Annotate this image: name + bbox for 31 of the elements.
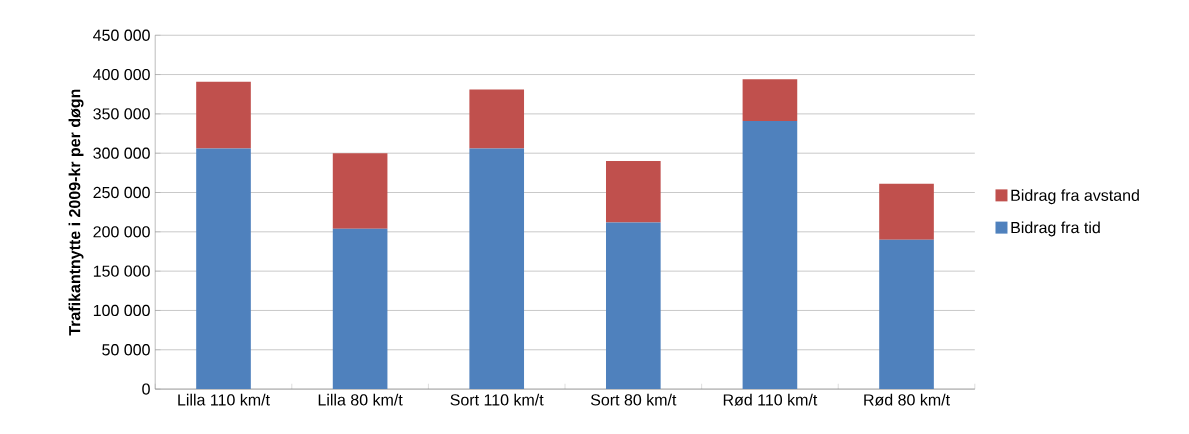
bar: [606, 222, 661, 389]
y-tick-label: 350 000: [93, 108, 150, 120]
y-tick-label: 450 000: [93, 29, 150, 41]
y-tick-label: 300 000: [93, 147, 150, 159]
y-tick-label: 150 000: [93, 265, 150, 277]
y-tick-label: 200 000: [93, 226, 150, 238]
bar: [332, 153, 388, 229]
bar: [469, 89, 525, 149]
y-axis-title: Trafikantnytte i 2009-kr per døgn: [68, 89, 84, 336]
bar: [332, 228, 388, 389]
bar: [742, 79, 798, 121]
bar: [196, 81, 251, 149]
y-tick-label: 0: [142, 383, 150, 395]
x-tick-label: Lilla 110 km/t: [178, 393, 270, 406]
y-tick-label: 50 000: [102, 343, 150, 356]
y-tick-label: 100 000: [93, 304, 150, 316]
bar: [469, 148, 525, 389]
bar: [879, 239, 934, 389]
x-tick-label: Rød 110 km/t: [723, 393, 818, 406]
bar: [879, 183, 934, 240]
legend-label: Bidrag fra avstand: [1011, 189, 1139, 204]
y-tick-label: 400 000: [93, 68, 150, 81]
y-tick-label: 250 000: [93, 186, 150, 198]
bar: [742, 120, 798, 389]
bar: [196, 148, 251, 389]
bar: [606, 160, 661, 223]
legend-label: Bidrag fra tid: [1011, 221, 1100, 237]
x-tick-label: Sort 80 km/t: [590, 393, 677, 406]
x-tick-label: Sort 110 km/t: [450, 393, 544, 406]
x-tick-label: Lilla 80 km/t: [318, 393, 403, 406]
x-tick-label: Rød 80 km/t: [864, 393, 950, 406]
